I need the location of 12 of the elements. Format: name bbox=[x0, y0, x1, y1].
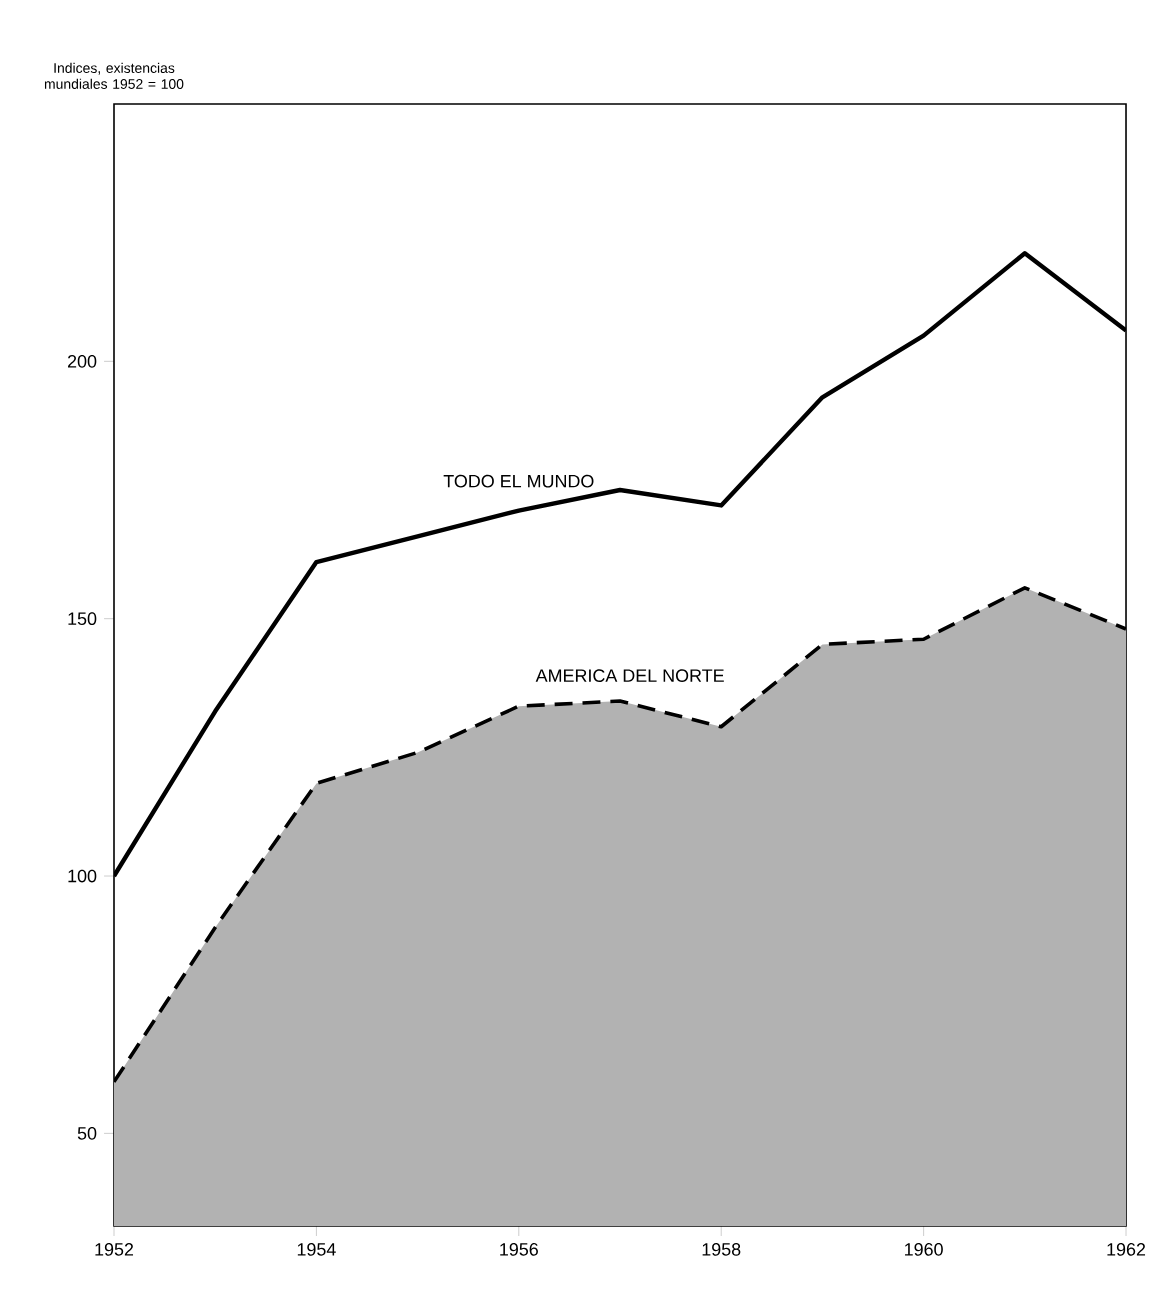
x-tick-label: 1962 bbox=[1107, 1243, 1146, 1256]
x-tick-label: 1954 bbox=[297, 1243, 336, 1256]
x-tick-label: 1952 bbox=[95, 1243, 134, 1256]
y-tick-label: 150 bbox=[68, 612, 97, 626]
series-label: AMERICA DEL NORTE bbox=[535, 669, 724, 682]
y-tick-label: 100 bbox=[68, 869, 97, 883]
y-tick-label: 200 bbox=[68, 354, 97, 368]
x-tick-label: 1956 bbox=[500, 1243, 538, 1256]
y-tick-label: 50 bbox=[77, 1127, 97, 1140]
x-tick-label: 1960 bbox=[905, 1243, 943, 1256]
x-tick-label: 1958 bbox=[702, 1243, 741, 1256]
series-label: TODO EL MUNDO bbox=[443, 474, 594, 488]
